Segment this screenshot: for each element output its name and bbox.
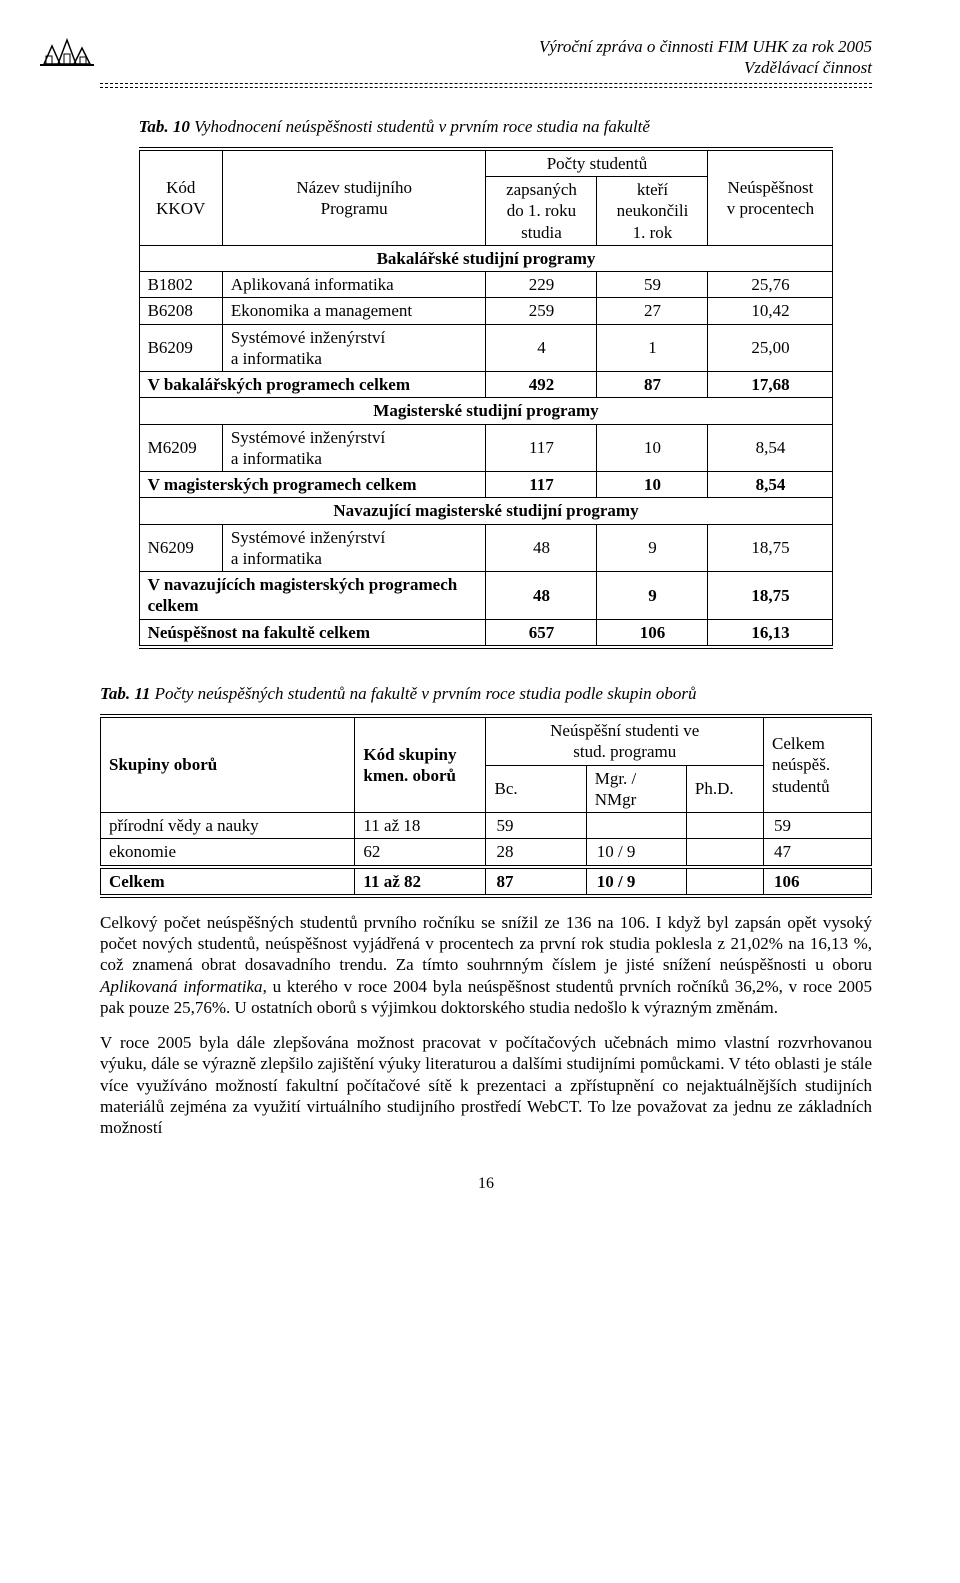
table-row: B6209 Systémové inženýrství a informatik… (139, 324, 833, 372)
paragraph-2: V roce 2005 byla dále zlepšována možnost… (100, 1032, 872, 1138)
t11-head-bc: Bc. (486, 765, 586, 813)
table-row: přírodní vědy a nauky 11 až 18 59 59 (101, 813, 872, 839)
t11-head-mgr: Mgr. / NMgr (586, 765, 686, 813)
page-number: 16 (100, 1174, 872, 1194)
tab11-caption: Tab. 11 Počty neúspěšných studentů na fa… (100, 683, 872, 704)
tab11-caption-text: Počty neúspěšných studentů na fakultě v … (150, 684, 696, 703)
t10-nav-total: V navazujících magisterských programech … (139, 572, 833, 620)
table-tab10: Kód KKOV Název studijního Programu Počty… (139, 147, 834, 649)
t10-head-kod: Kód KKOV (139, 149, 222, 246)
t10-mag-total: V magisterských programech celkem 117 10… (139, 472, 833, 498)
t10-section-bak: Bakalářské studijní programy (139, 245, 833, 271)
t10-section-mag: Magisterské studijní programy (139, 398, 833, 424)
t11-head-phd: Ph.D. (686, 765, 763, 813)
t10-bak-total: V bakalářských programech celkem 492 87 … (139, 372, 833, 398)
table-row: B6208 Ekonomika a management 259 27 10,4… (139, 298, 833, 324)
t10-section-nav: Navazující magisterské studijní programy (139, 498, 833, 524)
t10-head-zaps: zapsaných do 1. roku studia (486, 177, 597, 246)
table-tab11: Skupiny oborů Kód skupiny kmen. oborů Ne… (100, 714, 872, 898)
tab10-caption-text: Vyhodnocení neúspěšnosti studentů v prvn… (190, 117, 650, 136)
table-row: B1802 Aplikovaná informatika 229 59 25,7… (139, 272, 833, 298)
table-row: N6209 Systémové inženýrství a informatik… (139, 524, 833, 572)
page-header: Výroční zpráva o činnosti FIM UHK za rok… (100, 36, 872, 88)
tab10-caption: Tab. 10 Vyhodnocení neúspěšnosti student… (139, 116, 834, 137)
t10-head-neusp: Neúspěšnost v procentech (708, 149, 833, 246)
header-line-2: Vzdělávací činnost (100, 57, 872, 78)
paragraph-1: Celkový počet neúspěšných studentů první… (100, 912, 872, 1018)
t11-head-celkem: Celkem neúspěš. studentů (764, 716, 872, 813)
italic-term: Aplikovaná informatika (100, 977, 263, 996)
tab10-caption-num: Tab. 10 (139, 117, 190, 136)
t11-head-neusp: Neúspěšní studenti ve stud. programu (486, 716, 764, 765)
t10-head-nazev: Název studijního Programu (222, 149, 486, 246)
header-rule (100, 83, 872, 88)
header-logo-icon (40, 34, 94, 78)
t11-total: Celkem 11 až 82 87 10 / 9 106 (101, 867, 872, 896)
table-row: M6209 Systémové inženýrství a informatik… (139, 424, 833, 472)
page: Výroční zpráva o činnosti FIM UHK za rok… (0, 0, 960, 1234)
t10-head-pocty: Počty studentů (486, 149, 708, 177)
t10-grand-total: Neúspěšnost na fakultě celkem 657 106 16… (139, 619, 833, 647)
table-row: ekonomie 62 28 10 / 9 47 (101, 839, 872, 867)
header-line-1: Výroční zpráva o činnosti FIM UHK za rok… (100, 36, 872, 57)
t11-head-kod: Kód skupiny kmen. oborů (355, 716, 486, 813)
t10-head-kteri: kteří neukončili 1. rok (597, 177, 708, 246)
tab11-caption-num: Tab. 11 (100, 684, 150, 703)
t11-head-skupiny: Skupiny oborů (101, 716, 355, 813)
